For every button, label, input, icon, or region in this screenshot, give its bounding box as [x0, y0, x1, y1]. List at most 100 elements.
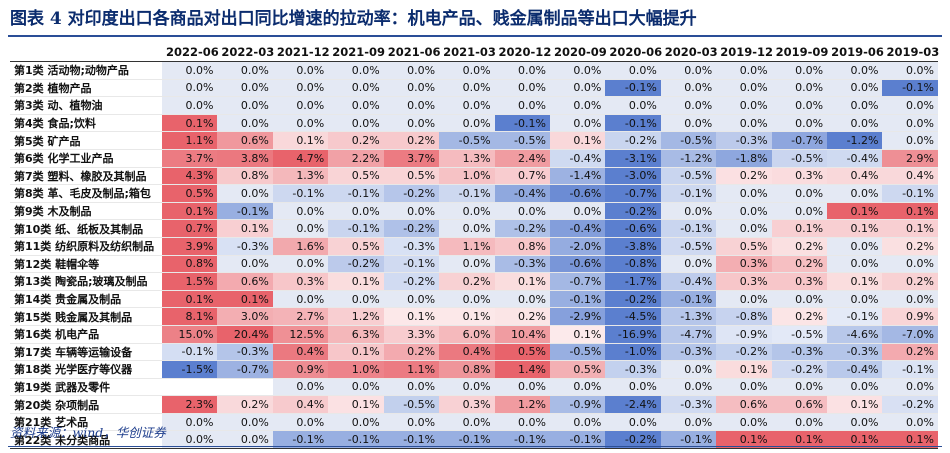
heatmap-cell: 0.0% — [439, 202, 495, 221]
heatmap-cell: 0.2% — [716, 167, 772, 186]
heatmap-cell: -2.4% — [605, 395, 661, 414]
heatmap-cell: -0.1% — [439, 430, 495, 450]
heatmap-cell: -0.7% — [217, 360, 273, 379]
heatmap-cell: 0.0% — [716, 202, 772, 221]
heatmap-cell: 0.3% — [272, 272, 329, 291]
heatmap-cell: -7.0% — [882, 325, 938, 344]
heatmap-cell: 0.0% — [383, 378, 440, 397]
row-category-label: 第7类 塑料、橡胶及其制品 — [10, 167, 162, 186]
heatmap-cell: -0.5% — [771, 325, 828, 344]
heatmap-cell: 0.1% — [771, 219, 828, 238]
column-header: 2019-03 — [882, 42, 939, 62]
heatmap-cell: 0.0% — [882, 131, 938, 150]
heatmap-cell: 0.0% — [771, 114, 828, 133]
heatmap-cell: 0.1% — [383, 307, 440, 326]
heatmap-cell: 0.1% — [549, 325, 606, 344]
heatmap-cell: 0.4% — [882, 167, 938, 186]
heatmap-cell: -0.2% — [328, 255, 384, 274]
heatmap-cell: 0.0% — [494, 61, 550, 80]
column-header: 2019-09 — [771, 42, 828, 62]
heatmap-cell: -0.1% — [494, 114, 550, 133]
table-row: 第5类 矿产品 1.1% 0.6% 0.1% 0.2% 0.2% -0.5% -0.5% 0.1… — [10, 131, 938, 150]
heatmap-cell: -1.2% — [827, 131, 883, 150]
heatmap-cell: 0.0% — [439, 61, 495, 80]
heatmap-cell: 0.6% — [771, 395, 828, 414]
heatmap-cell: -0.1% — [217, 202, 273, 221]
row-category-label: 第16类 机电产品 — [10, 325, 162, 344]
heatmap-cell: 0.0% — [272, 114, 329, 133]
row-category-label: 第19类 武器及零件 — [10, 378, 162, 397]
heatmap-cell: -0.7% — [771, 131, 828, 150]
header-row: 2022-06 2022-03 2021-12 2021-09 2021-06 2021-… — [10, 42, 939, 62]
heatmap-cell: 0.2% — [494, 307, 550, 326]
bottom-divider — [8, 446, 942, 447]
heatmap-cell: 0.6% — [217, 272, 273, 291]
column-header: 2020-12 — [494, 42, 551, 62]
heatmap-cell: -0.2% — [383, 272, 440, 291]
heatmap-cell: 0.0% — [439, 114, 495, 133]
heatmap-cell: 0.0% — [272, 79, 329, 98]
heatmap-cell: -0.2% — [383, 184, 440, 203]
heatmap-cell: 0.2% — [771, 307, 828, 326]
heatmap-cell: -0.7% — [549, 272, 606, 291]
heatmap-cell: -0.1% — [660, 184, 717, 203]
heatmap-cell: -0.1% — [439, 184, 495, 203]
heatmap-cell: -0.1% — [494, 430, 550, 450]
heatmap-cell: 0.0% — [383, 202, 440, 221]
heatmap-cell: 3.8% — [217, 149, 273, 168]
heatmap-cell: 0.9% — [882, 307, 938, 326]
heatmap-cell: 0.0% — [605, 413, 661, 432]
heatmap-cell: 0.0% — [272, 61, 329, 80]
table-row: 第2类 植物产品 0.0% 0.0% 0.0% 0.0% 0.0% 0.0% 0.0% 0.0%… — [10, 79, 938, 98]
heatmap-cell: 0.0% — [439, 255, 495, 274]
heatmap-cell: 0.8% — [162, 255, 218, 274]
heatmap-cell: 0.0% — [716, 378, 772, 397]
table-row: 第1类 活动物;动物产品 0.0% 0.0% 0.0% 0.0% 0.0% 0.0% 0.0%… — [10, 61, 938, 80]
row-category-label: 第21类 艺术品 — [10, 413, 162, 432]
heatmap-cell: -0.1% — [605, 114, 661, 133]
heatmap-cell: 0.0% — [716, 219, 772, 238]
heatmap-cell: 0.0% — [383, 413, 440, 432]
heatmap-cell: 2.3% — [162, 395, 218, 414]
heatmap-cell: 0.0% — [217, 61, 273, 80]
heatmap-cell: 12.5% — [272, 325, 329, 344]
heatmap-cell: 2.2% — [328, 149, 384, 168]
heatmap-cell: 0.0% — [439, 96, 495, 115]
heatmap-cell: 0.1% — [272, 131, 329, 150]
heatmap-cell: 0.1% — [162, 290, 218, 309]
heatmap-cell: 0.0% — [827, 255, 883, 274]
heatmap-cell: -0.2% — [605, 131, 661, 150]
heatmap-cell: -0.2% — [383, 219, 440, 238]
column-header: 2019-06 — [827, 42, 884, 62]
page-title: 图表 4 对印度出口各商品对出口同比增速的拉动率：机电产品、贱金属制品等出口大幅… — [10, 9, 697, 29]
heatmap-cell: 4.3% — [162, 167, 218, 186]
heatmap-cell: 0.0% — [827, 237, 883, 256]
table-row: 第19类 武器及零件 0.0% 0.0% 0.0% 0.0% 0.0% 0.0% 0.0% 0.… — [10, 378, 938, 397]
heatmap-cell: -0.4% — [660, 272, 717, 291]
heatmap-cell: -0.3% — [383, 237, 440, 256]
column-header: 2020-03 — [660, 42, 718, 62]
heatmap-cell: 1.1% — [439, 237, 495, 256]
heatmap-cell: 0.3% — [716, 255, 772, 274]
table-row: 第9类 木及制品 0.1% -0.1% 0.0% 0.0% 0.0% 0.0% 0.0% 0.0… — [10, 202, 938, 221]
heatmap-cell: -16.9% — [605, 325, 661, 344]
heatmap-cell: 3.7% — [383, 149, 440, 168]
heatmap-cell: -0.4% — [827, 149, 883, 168]
heatmap-cell: -0.1% — [827, 307, 883, 326]
table-row: 第3类 动、植物油 0.0% 0.0% 0.0% 0.0% 0.0% 0.0% 0.0% 0.0… — [10, 96, 938, 115]
heatmap-cell: 0.1% — [827, 219, 883, 238]
heatmap-cell: 0.0% — [383, 61, 440, 80]
heatmap-cell: 0.0% — [716, 114, 772, 133]
heatmap-cell: 0.0% — [328, 378, 384, 397]
heatmap-cell: -0.7% — [605, 184, 661, 203]
heatmap-cell: 0.0% — [328, 202, 384, 221]
heatmap-cell: 0.0% — [494, 79, 550, 98]
heatmap-cell: 0.0% — [716, 96, 772, 115]
column-header: 2021-09 — [328, 42, 385, 62]
table-row: 第12类 鞋帽伞等 0.8% 0.0% 0.0% -0.2% -0.1% 0.0% -0.3%… — [10, 255, 938, 274]
heatmap-cell: -1.2% — [660, 149, 717, 168]
heatmap-cell: 0.7% — [162, 219, 218, 238]
heatmap-cell: 0.0% — [549, 96, 606, 115]
heatmap-cell: 0.0% — [494, 290, 550, 309]
heatmap-cell: 1.3% — [439, 149, 495, 168]
